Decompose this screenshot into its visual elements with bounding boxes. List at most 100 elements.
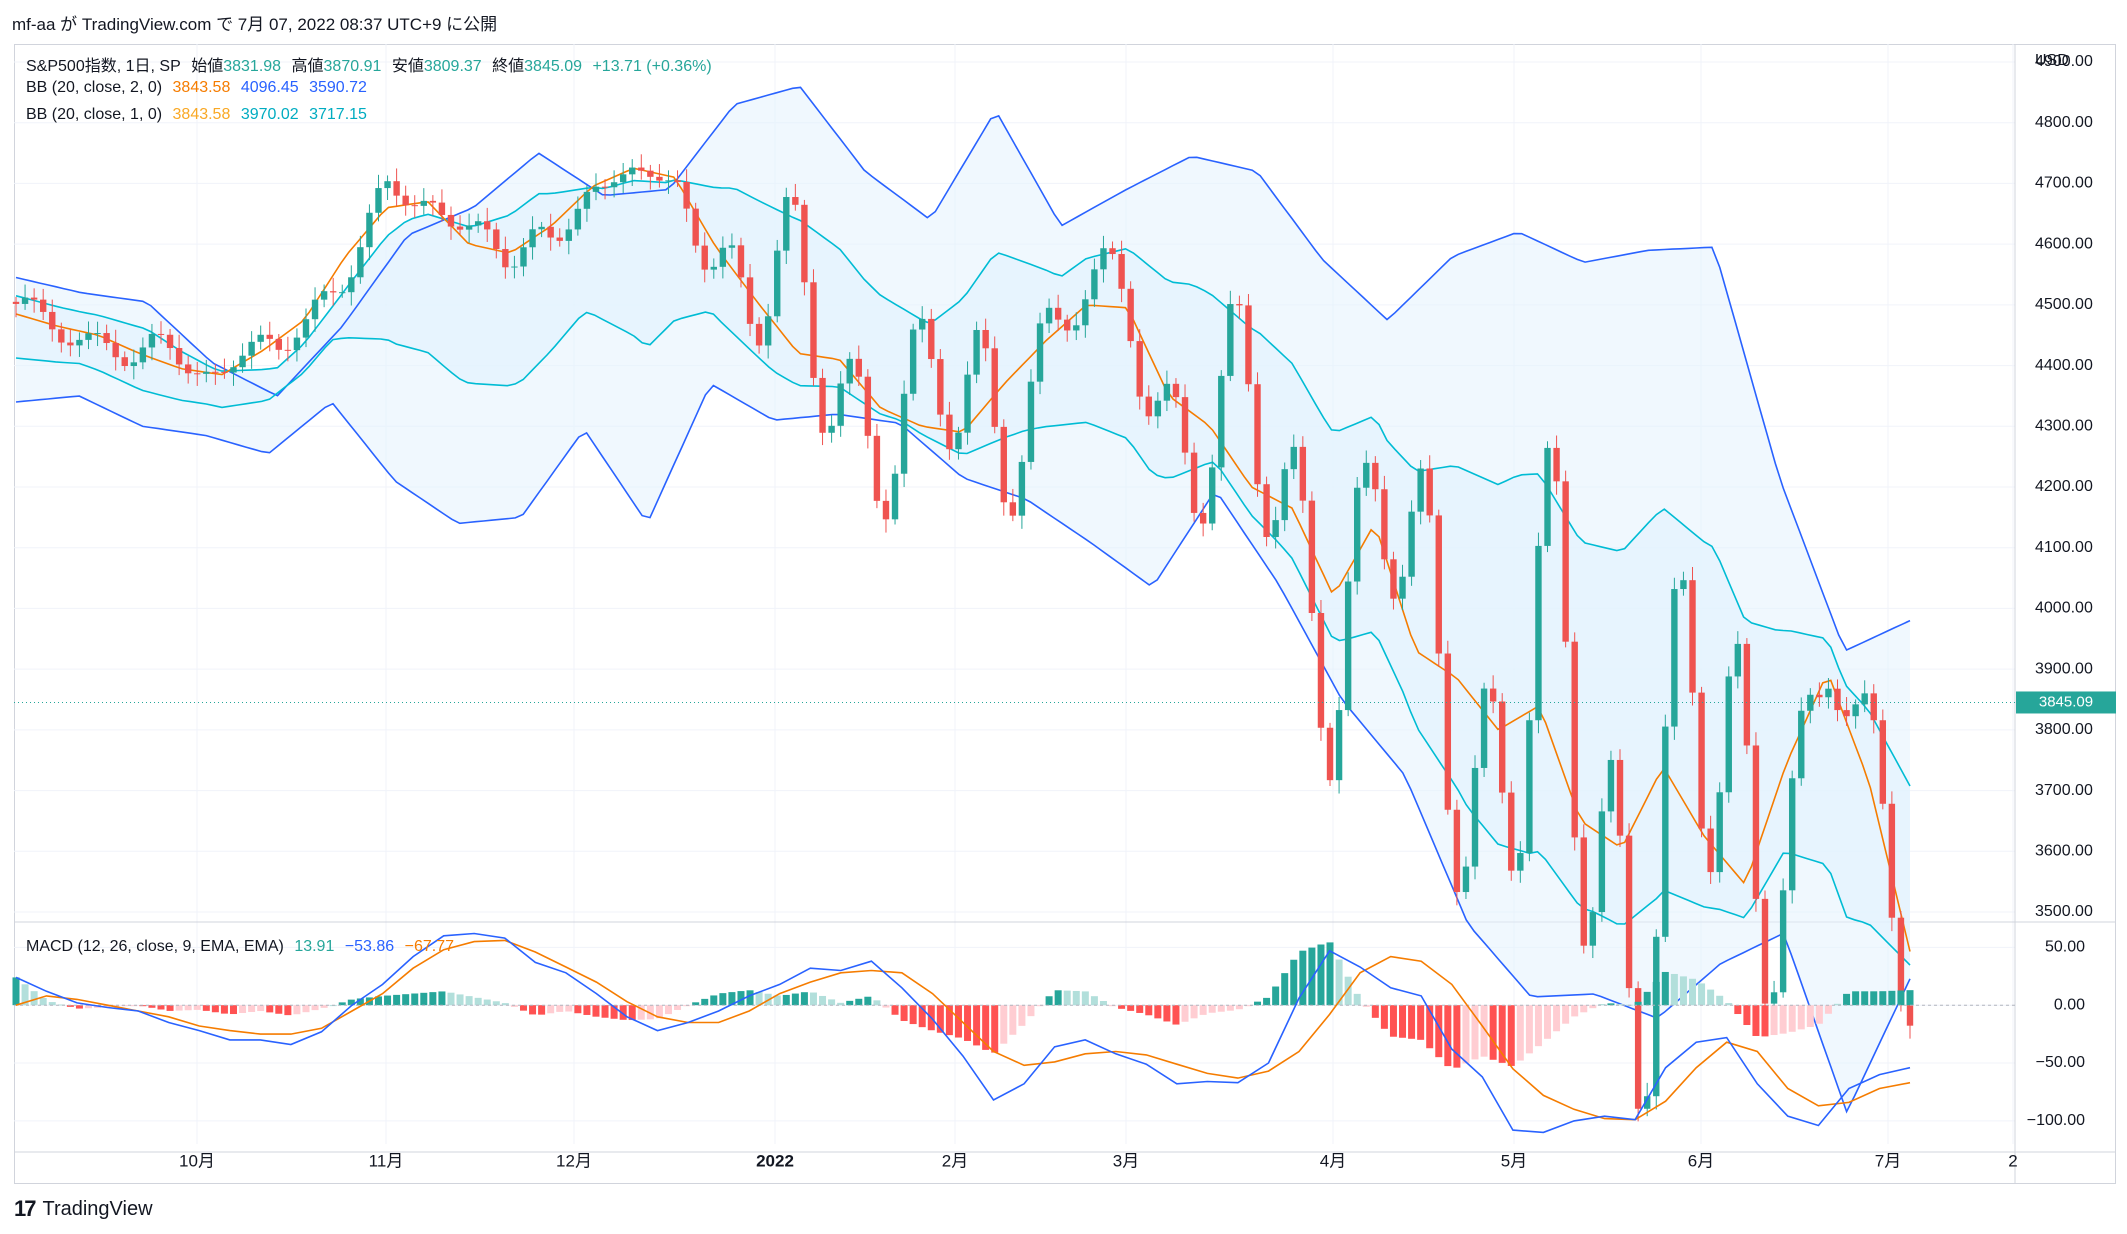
price-tick-label: 3500.00 (2035, 903, 2093, 920)
candle-body (1381, 489, 1388, 560)
macd-hist-bar (692, 1002, 700, 1006)
publish-info: mf-aa が TradingView.com で 7月 07, 2022 08… (12, 15, 498, 34)
candle (348, 265, 355, 306)
macd-hist-bar (628, 1005, 636, 1021)
candle (801, 199, 808, 296)
macd-hist-bar (302, 1005, 310, 1013)
candle-body (1508, 792, 1515, 871)
legend-symbol[interactable]: S&P500指数, 1日, SP (26, 58, 181, 75)
candle-body (1064, 319, 1071, 331)
candle (1544, 441, 1551, 553)
legend-macd[interactable]: MACD (12, 26, close, 9, EMA, EMA) 13.91 … (26, 938, 460, 956)
candle (592, 173, 600, 201)
macd-hist-bar (1254, 1001, 1262, 1006)
candle (1172, 378, 1180, 408)
macd-hist-bar (610, 1005, 618, 1019)
macd-hist-bar (1199, 1005, 1207, 1015)
candle (1562, 470, 1569, 648)
macd-hist-bar (837, 1002, 845, 1006)
candle (1054, 294, 1062, 331)
candle (1535, 532, 1542, 734)
legend-change: +13.71 (+0.36%) (592, 58, 712, 75)
candle-body (266, 334, 273, 339)
candle (130, 349, 138, 380)
candle (1779, 878, 1787, 998)
macd-hist-bar (356, 998, 364, 1006)
macd-hist-bar (1353, 993, 1361, 1006)
footer-brand[interactable]: 17 TradingView (14, 1196, 153, 1222)
macd-hist-bar (103, 1005, 111, 1008)
legend-open-label: 始値 (191, 58, 224, 75)
macd-hist-bar (66, 1005, 74, 1007)
candle (674, 170, 681, 187)
candle (1236, 295, 1243, 319)
macd-hist-bar (873, 1000, 881, 1006)
macd-hist-bar (1761, 1005, 1769, 1037)
macd-hist-bar (1571, 1005, 1579, 1017)
macd-hist-bar (501, 1003, 509, 1006)
candle-body (1634, 988, 1642, 1109)
candle-body (474, 221, 482, 226)
candle-body (1879, 720, 1887, 804)
candle (1218, 370, 1225, 481)
candle (112, 329, 119, 371)
candle (1662, 714, 1669, 943)
macd-hist-bar (1544, 1005, 1552, 1039)
candle-body (1027, 381, 1035, 462)
macd-hist-bar (374, 996, 382, 1006)
candle (1118, 240, 1125, 303)
candle (1027, 369, 1035, 470)
macd-hist-bar (492, 1001, 500, 1006)
macd-hist-bar (601, 1005, 609, 1018)
legend-bb1[interactable]: BB (20, close, 1, 0) 3843.58 3970.02 371… (26, 106, 373, 124)
legend-bb2-basis: 3843.58 (172, 79, 231, 96)
macd-hist-bar (1326, 942, 1334, 1006)
candle (302, 308, 310, 348)
candle-body (1625, 835, 1633, 989)
candle-body (755, 323, 763, 346)
candle-body (175, 348, 183, 365)
candle (1698, 686, 1705, 838)
candle-body (1408, 511, 1415, 577)
price-tick-label: 4300.00 (2035, 418, 2093, 435)
candle (384, 175, 391, 201)
legend-bb2[interactable]: BB (20, close, 2, 0) 3843.58 4096.45 359… (26, 79, 373, 97)
candle (810, 269, 817, 386)
macd-hist-bar (338, 1002, 346, 1006)
macd-hist-bar (819, 995, 827, 1006)
candle-body (130, 362, 138, 367)
legend-close-label: 終値 (492, 58, 525, 75)
candle-body (447, 214, 455, 227)
candle (1190, 442, 1198, 522)
candle-body (547, 226, 554, 238)
candle-body (1689, 580, 1696, 693)
candle-body (900, 393, 908, 474)
macd-hist-bar (945, 1005, 953, 1036)
candle-body (746, 277, 754, 324)
legend-bb1-label: BB (20, close, 1, 0) (26, 106, 163, 123)
macd-hist-bar (1815, 1005, 1823, 1024)
time-tick-label: 3月 (1113, 1151, 1139, 1170)
candle (1743, 638, 1751, 755)
candle (1689, 566, 1696, 706)
candle (783, 187, 790, 264)
macd-hist-bar (465, 996, 473, 1006)
candle-body (1698, 692, 1705, 829)
candle-body (184, 364, 192, 374)
candle (1344, 572, 1352, 717)
candle (955, 426, 962, 460)
candle-body (792, 197, 799, 205)
macd-hist-bar (402, 994, 410, 1006)
macd-hist-bar (1598, 1004, 1606, 1006)
candle-body (284, 349, 292, 351)
macd-hist-bar (166, 1005, 174, 1011)
candle-body (49, 311, 56, 330)
macd-hist-bar (1562, 1005, 1570, 1024)
candle (1390, 551, 1397, 610)
candle-body (30, 297, 38, 300)
candle-body (1852, 704, 1859, 717)
macd-hist-bar (1444, 1005, 1452, 1067)
macd-hist-bar (1670, 973, 1678, 1006)
candle-body (1571, 641, 1578, 838)
